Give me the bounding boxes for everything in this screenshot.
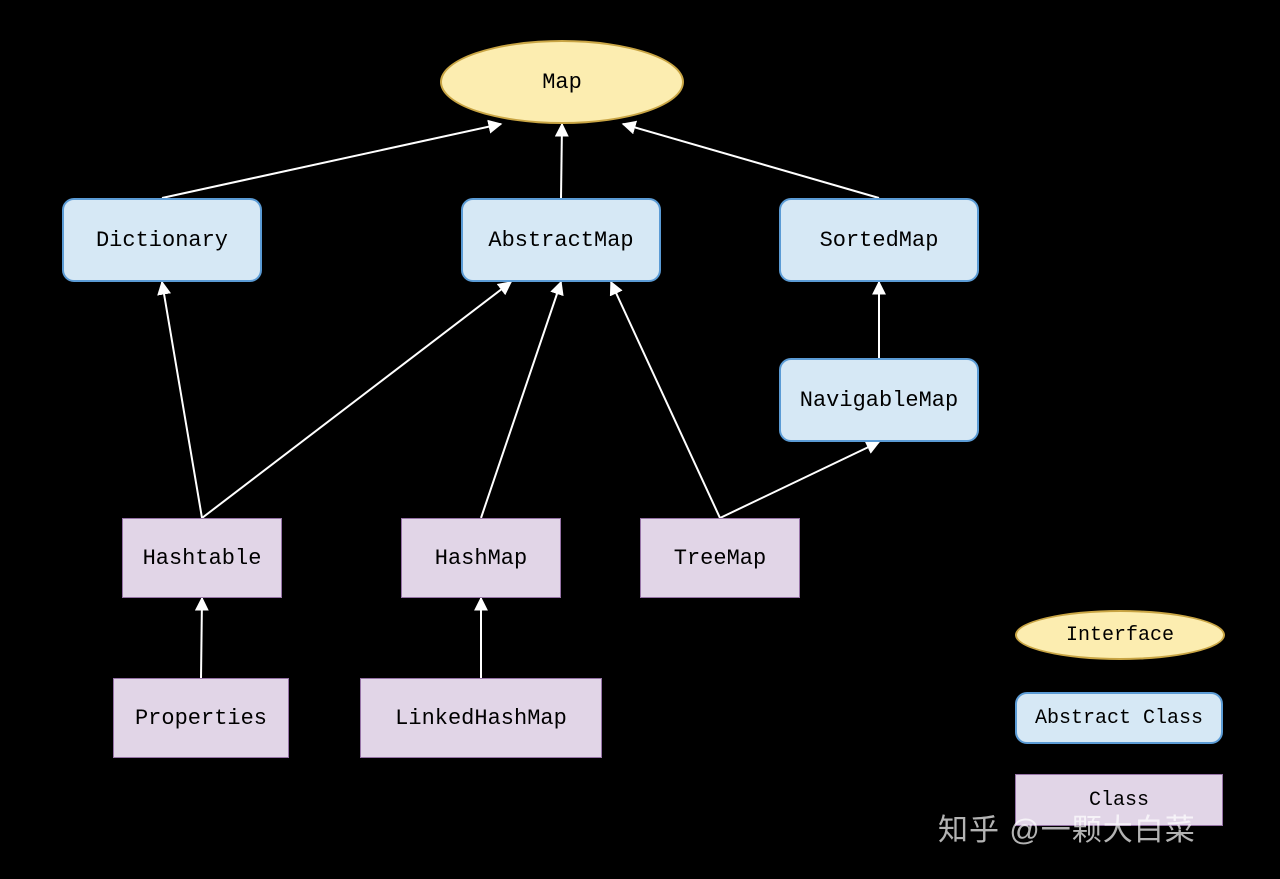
node-hashmap: HashMap [401,518,561,598]
edge-treemap-to-abstractmap [611,282,720,518]
node-label: HashMap [435,546,527,571]
edge-sortedmap-to-map [623,124,879,198]
node-dictionary: Dictionary [62,198,262,282]
node-abstractmap: AbstractMap [461,198,661,282]
edge-hashtable-to-abstractmap [202,282,511,518]
node-map: Map [440,40,684,124]
node-properties: Properties [113,678,289,758]
node-label: LinkedHashMap [395,706,567,731]
watermark-text: 知乎 @一颗大白菜 [938,805,1196,849]
legend-label: Abstract Class [1035,707,1203,730]
legend-interface: Interface [1015,610,1225,660]
node-label: Properties [135,706,267,731]
legend-abstract: Abstract Class [1015,692,1223,744]
node-hashtable: Hashtable [122,518,282,598]
node-linkedhashmap: LinkedHashMap [360,678,602,758]
node-sortedmap: SortedMap [779,198,979,282]
edge-treemap-to-navigablemap [720,442,879,518]
node-label: AbstractMap [488,228,633,253]
node-label: TreeMap [674,546,766,571]
node-treemap: TreeMap [640,518,800,598]
edge-dictionary-to-map [162,124,501,198]
node-label: Dictionary [96,228,228,253]
node-label: Hashtable [143,546,262,571]
edge-hashmap-to-abstractmap [481,282,561,518]
edge-properties-to-hashtable [201,598,202,678]
node-label: NavigableMap [800,388,958,413]
node-label: Map [542,70,582,95]
node-navigablemap: NavigableMap [779,358,979,442]
node-label: SortedMap [820,228,939,253]
edge-abstractmap-to-map [561,124,562,198]
legend-label: Interface [1066,624,1174,647]
edge-hashtable-to-dictionary [162,282,202,518]
